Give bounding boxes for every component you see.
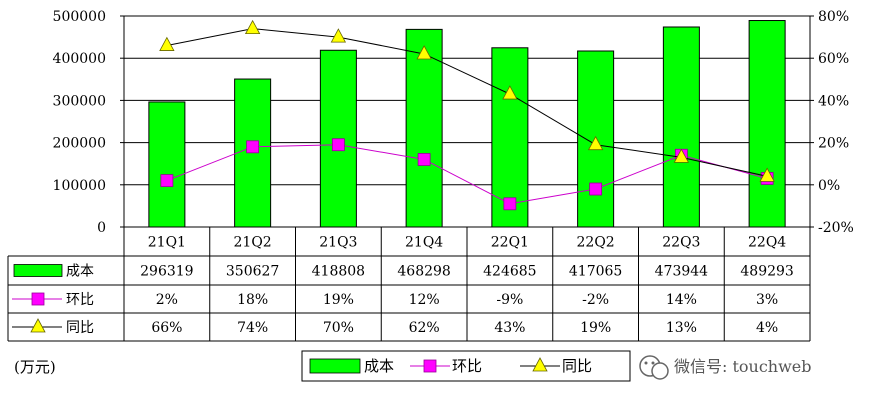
marker-square-22Q1	[503, 197, 517, 211]
watermark-text: 微信号: touchweb	[674, 357, 812, 376]
right-tick-label: 0%	[818, 178, 840, 194]
marker-triangle-22Q1	[502, 85, 518, 100]
table-cell: 19%	[323, 292, 354, 308]
legend: 成本 环比 同比	[301, 350, 631, 382]
legend-key-marker	[532, 357, 548, 372]
table-cell: 489293	[740, 264, 793, 280]
table-cell: 66%	[151, 320, 182, 336]
bar-22Q3	[662, 26, 700, 228]
category-label: 21Q4	[405, 235, 443, 251]
legend-label: 同比	[562, 357, 592, 375]
line-环比	[166, 144, 768, 205]
marker-square-21Q4	[417, 153, 431, 166]
marker-triangle-22Q3	[673, 148, 690, 163]
left-tick-label: 200000	[53, 136, 106, 152]
right-tick-label: 80%	[818, 9, 849, 25]
left-tick-label: 500000	[53, 9, 106, 25]
marker-triangle-21Q1	[159, 36, 175, 51]
unit-label: (万元)	[14, 358, 56, 376]
category-label: 21Q3	[319, 235, 357, 251]
table-cell: 18%	[237, 292, 268, 308]
marker-square-21Q3	[331, 138, 345, 152]
left-tick-label: 100000	[53, 178, 106, 194]
marker-square-21Q2	[246, 140, 260, 154]
row-label: 同比	[66, 320, 94, 336]
axes: 0 100000 200000 300000 400000 500000 -20% 0% 20%…	[53, 9, 854, 236]
table-cell: 43%	[494, 320, 525, 336]
row-key-marker	[31, 292, 45, 306]
left-tick-label: 0	[97, 220, 106, 236]
table-cell: 417065	[569, 264, 622, 280]
row-label: 成本	[66, 264, 94, 280]
category-label: 22Q2	[577, 235, 615, 251]
row-label: 环比	[66, 292, 94, 308]
table-cell: -2%	[582, 292, 609, 308]
marker-triangle-21Q4	[416, 45, 432, 60]
marker-triangle-21Q2	[244, 19, 261, 35]
bar-series	[148, 20, 786, 228]
right-tick-label: 60%	[818, 51, 849, 67]
right-tick-label: 20%	[818, 136, 849, 152]
right-tick-label: 40%	[818, 93, 849, 109]
marker-triangle-22Q4	[759, 167, 775, 182]
row-key-marker	[30, 318, 46, 333]
legend-label: 环比	[452, 357, 482, 375]
legend-key-bar	[309, 358, 361, 374]
marker-square-21Q1	[160, 174, 174, 187]
table-cell: 296319	[140, 264, 193, 280]
table-cell: 74%	[237, 320, 268, 336]
row-key-bar	[13, 264, 63, 277]
marker-square-22Q2	[589, 182, 603, 196]
legend-label: 成本	[364, 357, 394, 375]
marker-triangle-21Q3	[330, 28, 347, 43]
plot-frame	[123, 15, 811, 228]
grid-lines	[123, 15, 811, 228]
table-cell: 473944	[655, 264, 709, 280]
line-series	[159, 19, 775, 211]
table-cell: 4%	[756, 320, 778, 336]
category-label: 21Q2	[234, 235, 272, 251]
table-cell: 12%	[409, 292, 440, 308]
category-label: 21Q1	[148, 235, 186, 251]
table-cell: 19%	[580, 320, 611, 336]
data-table: 21Q1 21Q2 21Q3 21Q4 22Q1 22Q2 22Q3 22Q4 成本 296319…	[7, 226, 811, 342]
category-label: 22Q4	[748, 235, 786, 251]
left-tick-label: 300000	[53, 93, 106, 109]
legend-key-marker	[423, 359, 437, 373]
left-tick-label: 400000	[53, 51, 106, 67]
category-label: 22Q1	[491, 235, 529, 251]
wechat-icon	[639, 355, 669, 380]
table-cell: 2%	[156, 292, 178, 308]
table-cell: 468298	[397, 264, 450, 280]
table-cell: 70%	[323, 320, 354, 336]
bar-22Q4	[748, 20, 786, 228]
table-cell: 350627	[226, 264, 279, 280]
table-cell: -9%	[496, 292, 523, 308]
table-cell: 3%	[756, 292, 778, 308]
table-cell: 14%	[666, 292, 697, 308]
category-label: 22Q3	[662, 235, 700, 251]
bar-21Q4	[405, 28, 443, 228]
watermark: 微信号: touchweb	[639, 355, 812, 380]
table-cell: 424685	[483, 264, 536, 280]
table-cell: 62%	[409, 320, 440, 336]
bar-21Q1	[148, 101, 186, 228]
line-同比	[166, 28, 768, 177]
right-tick-label: -20%	[818, 220, 854, 236]
marker-triangle-22Q2	[587, 135, 604, 151]
table-cell: 13%	[666, 320, 697, 336]
table-cell: 418808	[312, 264, 365, 280]
